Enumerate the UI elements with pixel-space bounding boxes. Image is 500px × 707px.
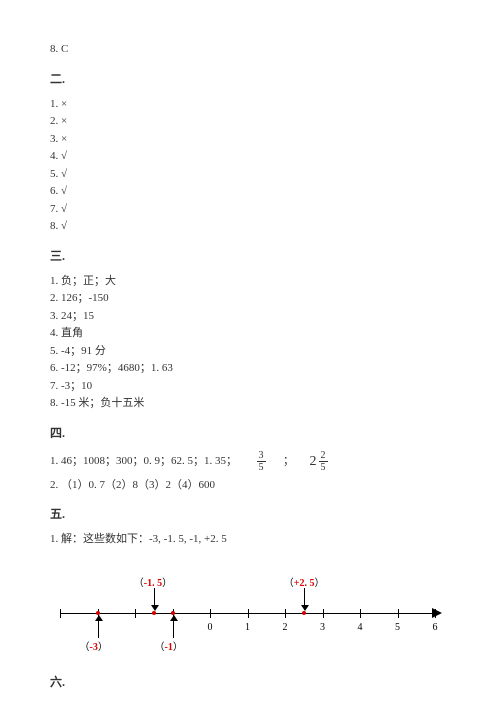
callout-arrow-icon [304, 588, 306, 610]
section-2-header: 二. [50, 70, 450, 88]
axis-tick [248, 609, 249, 618]
s2-line: 8. √ [50, 218, 450, 235]
s2-line: 4. √ [50, 148, 450, 165]
axis-tick [210, 609, 211, 618]
mixed-den: 5 [319, 462, 328, 473]
section-3-body: 1. 负；正；大 2. 126；-150 3. 24；15 4. 直角 5. -… [50, 273, 450, 412]
callout-arrow-icon [173, 616, 175, 638]
axis-tick [360, 609, 361, 618]
section-6-header: 六. [50, 673, 450, 691]
axis-tick-label: 1 [245, 620, 250, 635]
s3-line: 6. -12；97%；4680；1. 63 [50, 360, 450, 377]
s3-line: 5. -4；91 分 [50, 343, 450, 360]
axis-tick-label: 5 [395, 620, 400, 635]
mixed-2-2-5: 2 2 5 [310, 450, 330, 473]
sep: ； [283, 455, 294, 467]
axis-tick [285, 609, 286, 618]
fraction-3-5: 3 5 [257, 450, 266, 473]
s3-line: 2. 126；-150 [50, 290, 450, 307]
axis-tick-label: 3 [320, 620, 325, 635]
axis-arrow-icon [432, 608, 442, 618]
axis-tick [398, 609, 399, 618]
point-label: （+2. 5） [284, 576, 325, 591]
s3-line: 1. 负；正；大 [50, 273, 450, 290]
s2-line: 5. √ [50, 166, 450, 183]
point-label: （-1. 5） [134, 576, 172, 591]
axis-tick [60, 609, 61, 618]
s3-line: 7. -3；10 [50, 378, 450, 395]
s2-line: 1. × [50, 96, 450, 113]
point-label: （-3） [80, 640, 108, 655]
section-4-header: 四. [50, 424, 450, 442]
axis-tick-label: 4 [358, 620, 363, 635]
callout-arrow-icon [98, 616, 100, 638]
mixed-whole: 2 [310, 454, 317, 469]
s2-line: 2. × [50, 113, 450, 130]
section-5-header: 五. [50, 505, 450, 523]
s2-line: 3. × [50, 131, 450, 148]
section-3-header: 三. [50, 247, 450, 265]
callout-arrow-icon [154, 588, 156, 610]
s4-row2: 2. （1）0. 7（2）8（3）2（4）600 [50, 477, 450, 494]
section-2-body: 1. × 2. × 3. × 4. √ 5. √ 6. √ 7. √ 8. √ [50, 96, 450, 235]
s3-line: 8. -15 米；负十五米 [50, 395, 450, 412]
mixed-num: 2 [319, 450, 328, 462]
axis-tick-label: 2 [283, 620, 288, 635]
s3-line: 3. 24；15 [50, 308, 450, 325]
number-line-diagram: 0 1 2 3 4 5 6 （-3） （-1. 5） （-1） （+2. 5） [50, 568, 450, 658]
axis-tick-label: 6 [433, 620, 438, 635]
s3-line: 4. 直角 [50, 325, 450, 342]
s5-line1: 1. 解：这些数如下：-3, -1. 5, -1, +2. 5 [50, 531, 450, 548]
mixed-frac: 2 5 [319, 450, 328, 473]
s4-row1: 1. 46；1008；300；0. 9；62. 5；1. 35； 3 5 ； 2… [50, 450, 450, 473]
top-answer: 8. C [50, 41, 450, 58]
plotted-point [302, 611, 306, 615]
s4-row1-prefix: 1. 46；1008；300；0. 9；62. 5；1. 35； [50, 455, 237, 467]
axis-tick [323, 609, 324, 618]
plotted-point [152, 611, 156, 615]
axis-tick [135, 609, 136, 618]
s2-line: 7. √ [50, 201, 450, 218]
frac-den: 5 [257, 462, 266, 473]
point-label: （-1） [155, 640, 183, 655]
axis-tick-label: 0 [208, 620, 213, 635]
frac-num: 3 [257, 450, 266, 462]
axis-tick [435, 609, 436, 618]
s2-line: 6. √ [50, 183, 450, 200]
